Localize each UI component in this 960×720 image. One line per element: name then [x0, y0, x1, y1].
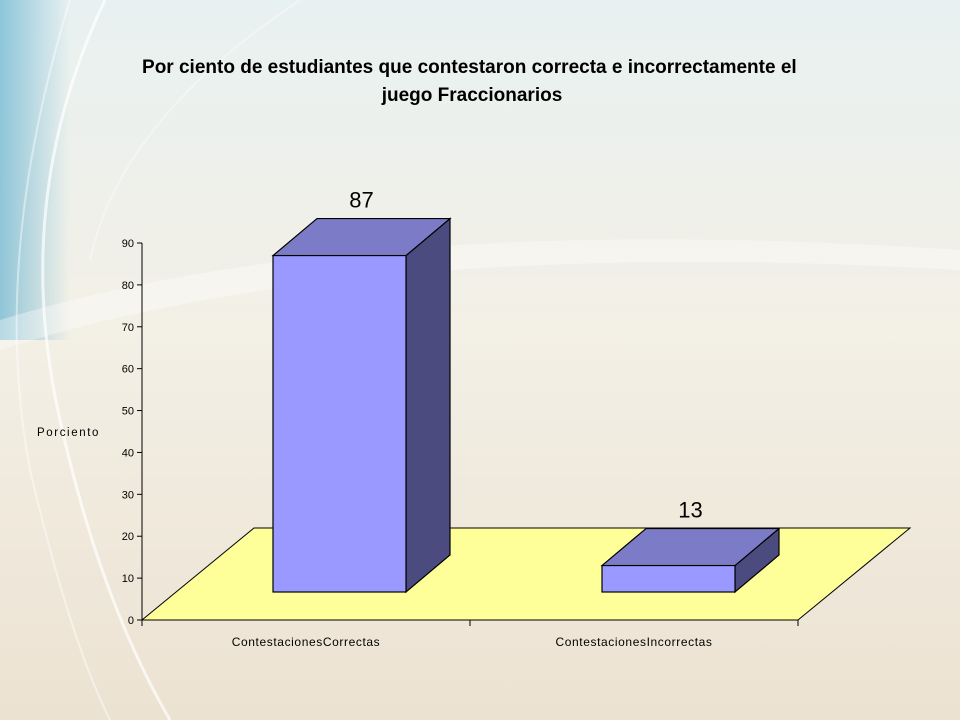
x-axis: ContestacionesCorrectas ContestacionesInc… — [141, 619, 799, 649]
chart-title: Por ciento de estudiantes que contestaro… — [142, 57, 802, 106]
chart-floor — [140, 527, 912, 621]
x-category-label: ContestacionesIncorrectas — [555, 635, 712, 649]
y-tick-label: 80 — [122, 280, 134, 292]
bar-2 — [600, 527, 781, 594]
y-tick-label: 60 — [122, 364, 134, 376]
bar-1 — [271, 217, 452, 594]
y-axis: 0 10 20 30 40 50 60 70 80 90 — [122, 238, 143, 627]
y-tick-label: 50 — [122, 406, 134, 418]
y-tick-label: 10 — [122, 573, 134, 585]
y-tick-label: 40 — [122, 447, 134, 459]
data-label: 13 — [678, 498, 702, 523]
chart-title-line-1: Por ciento de estudiantes que contestaro… — [142, 57, 797, 78]
bar-series — [271, 217, 781, 594]
bar-side-face — [405, 217, 451, 594]
y-tick-label: 90 — [122, 238, 134, 250]
y-tick-label: 70 — [122, 322, 134, 334]
y-tick-label: 20 — [122, 531, 134, 543]
y-axis-label: Porciento — [37, 427, 100, 439]
x-category-label: ContestacionesCorrectas — [232, 635, 381, 649]
y-tick-label: 0 — [128, 615, 134, 627]
chart-title-line-2: juego Fraccionarios — [381, 85, 563, 106]
bar-front-face — [272, 254, 407, 593]
data-label: 87 — [349, 188, 373, 213]
y-tick-label: 30 — [122, 489, 134, 501]
data-labels: 87 13 — [349, 188, 702, 523]
bar-front-face — [601, 564, 736, 593]
